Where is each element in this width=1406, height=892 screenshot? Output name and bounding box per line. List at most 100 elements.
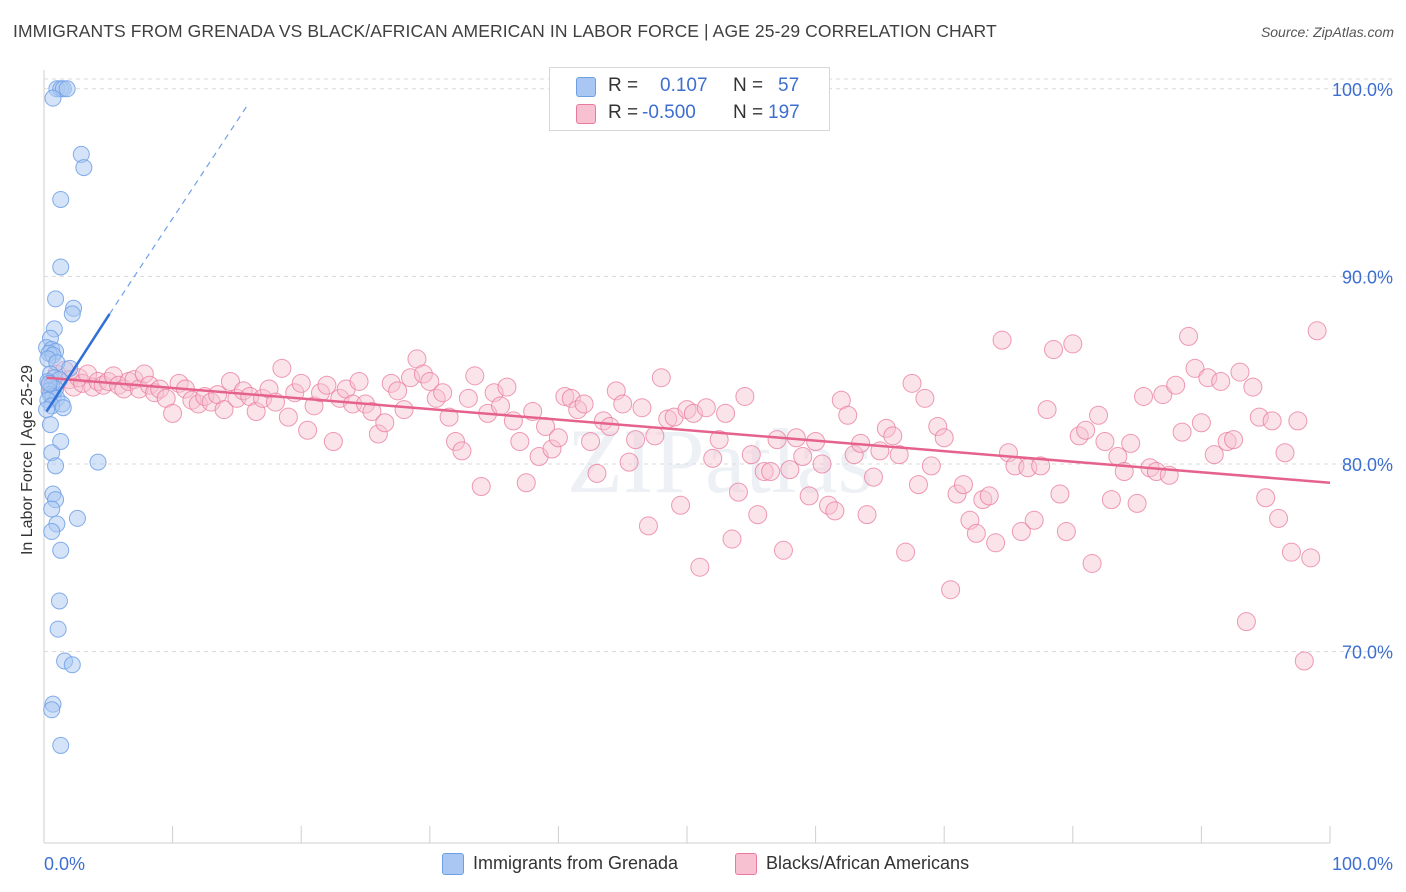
- pink-data-point: [973, 490, 993, 510]
- pink-data-point: [497, 377, 517, 397]
- pink-data-point: [272, 358, 292, 378]
- pink-data-point: [857, 505, 877, 525]
- pink-data-point: [510, 431, 530, 451]
- pink-data-point: [1281, 542, 1301, 562]
- pink-data-point: [1063, 334, 1083, 354]
- pink-data-point: [908, 475, 928, 495]
- legend-r-label: R =: [608, 102, 639, 123]
- pink-data-point: [1243, 377, 1263, 397]
- pink-data-point: [876, 418, 896, 438]
- pink-data-point: [1236, 612, 1256, 632]
- pink-data-point: [844, 445, 864, 465]
- pink-data-point: [722, 529, 742, 549]
- legend-n-label: N =: [733, 75, 764, 96]
- pink-data-point: [979, 486, 999, 506]
- legend-n-value: 197: [768, 102, 800, 123]
- pink-data-point: [1198, 368, 1218, 388]
- pink-data-point: [1307, 321, 1327, 341]
- pink-swatch: [576, 104, 596, 124]
- pink-data-point: [134, 364, 154, 384]
- pink-data-point: [709, 430, 729, 450]
- pink-data-point: [310, 383, 330, 403]
- pink-data-point: [1269, 508, 1289, 528]
- axes: [43, 70, 1331, 844]
- pink-data-point: [677, 400, 697, 420]
- blue-data-point: [58, 80, 76, 98]
- pink-data-point: [741, 445, 761, 465]
- pink-data-point: [1127, 493, 1147, 513]
- legend-row-pink: R = -0.500 N = 197: [550, 100, 829, 126]
- pink-data-point: [986, 533, 1006, 553]
- blue-trend-extension: [109, 105, 248, 315]
- legend-n-value: 57: [778, 75, 800, 96]
- pink-data-point: [561, 388, 581, 408]
- pink-data-point: [889, 445, 909, 465]
- pink-data-point: [754, 462, 774, 482]
- pink-data-point: [291, 373, 311, 393]
- pink-data-point: [458, 388, 478, 408]
- y-tick-label: 90.0%: [1342, 267, 1393, 287]
- pink-data-point: [1179, 326, 1199, 346]
- pink-data-point: [780, 460, 800, 480]
- pink-data-point: [863, 467, 883, 487]
- blue-data-point: [43, 523, 61, 541]
- pink-data-point: [1294, 651, 1314, 671]
- pink-data-point: [182, 390, 202, 410]
- pink-data-point: [638, 516, 658, 536]
- pink-data-point: [388, 381, 408, 401]
- legend-r-label: R =: [608, 75, 639, 96]
- blue-data-point: [75, 159, 93, 177]
- x-tick-label-left: 0.0%: [44, 854, 85, 874]
- pink-data-point: [1211, 371, 1231, 391]
- pink-data-point: [555, 386, 575, 406]
- pink-data-point: [381, 373, 401, 393]
- blue-trend-line: [45, 313, 111, 413]
- pink-data-point: [1230, 362, 1250, 382]
- pink-data-point: [1275, 443, 1295, 463]
- legend-r-value: 0.107: [660, 75, 708, 96]
- pink-data-point: [317, 375, 337, 395]
- blue-data-point: [52, 190, 70, 208]
- pink-data-point: [439, 407, 459, 427]
- blue-data-point: [63, 656, 81, 674]
- blue-data-point: [43, 500, 61, 518]
- pink-data-point: [214, 400, 234, 420]
- pink-data-point: [1256, 488, 1276, 508]
- pink-data-point: [581, 431, 601, 451]
- pink-data-point: [298, 420, 318, 440]
- pink-data-point: [703, 448, 723, 468]
- pink-data-point: [928, 416, 948, 436]
- pink-data-point: [73, 373, 93, 393]
- pink-data-point: [394, 400, 414, 420]
- y-tick-label: 80.0%: [1342, 455, 1393, 475]
- pink-data-point: [947, 484, 967, 504]
- pink-data-point: [368, 424, 388, 444]
- pink-data-point: [1037, 400, 1057, 420]
- blue-data-point: [44, 89, 62, 107]
- pink-data-point: [838, 405, 858, 425]
- pink-data-point: [1204, 445, 1224, 465]
- pink-data-point: [1134, 386, 1154, 406]
- pink-data-point: [915, 388, 935, 408]
- pink-data-point: [323, 431, 343, 451]
- blue-data-point: [52, 736, 70, 754]
- pink-data-point: [1095, 431, 1115, 451]
- pink-data-point: [767, 430, 787, 450]
- legend-r-value: -0.500: [642, 102, 696, 123]
- pink-data-point: [613, 394, 633, 414]
- pink-data-point: [375, 413, 395, 433]
- pink-data-point: [799, 486, 819, 506]
- pink-data-point: [163, 403, 183, 423]
- blue-series-points: [38, 80, 107, 754]
- pink-data-point: [220, 371, 240, 391]
- pink-data-point: [825, 501, 845, 521]
- pink-data-point: [992, 330, 1012, 350]
- correlation-legend: R = 0.107 N = 57 R = -0.500 N = 197: [549, 67, 830, 131]
- blue-data-point: [41, 416, 59, 434]
- pink-data-point: [728, 482, 748, 502]
- blue-data-point: [54, 399, 72, 417]
- pink-trend-line: [46, 376, 1331, 485]
- pink-data-point: [941, 580, 961, 600]
- blue-data-point: [47, 290, 65, 308]
- pink-data-point: [1031, 456, 1051, 476]
